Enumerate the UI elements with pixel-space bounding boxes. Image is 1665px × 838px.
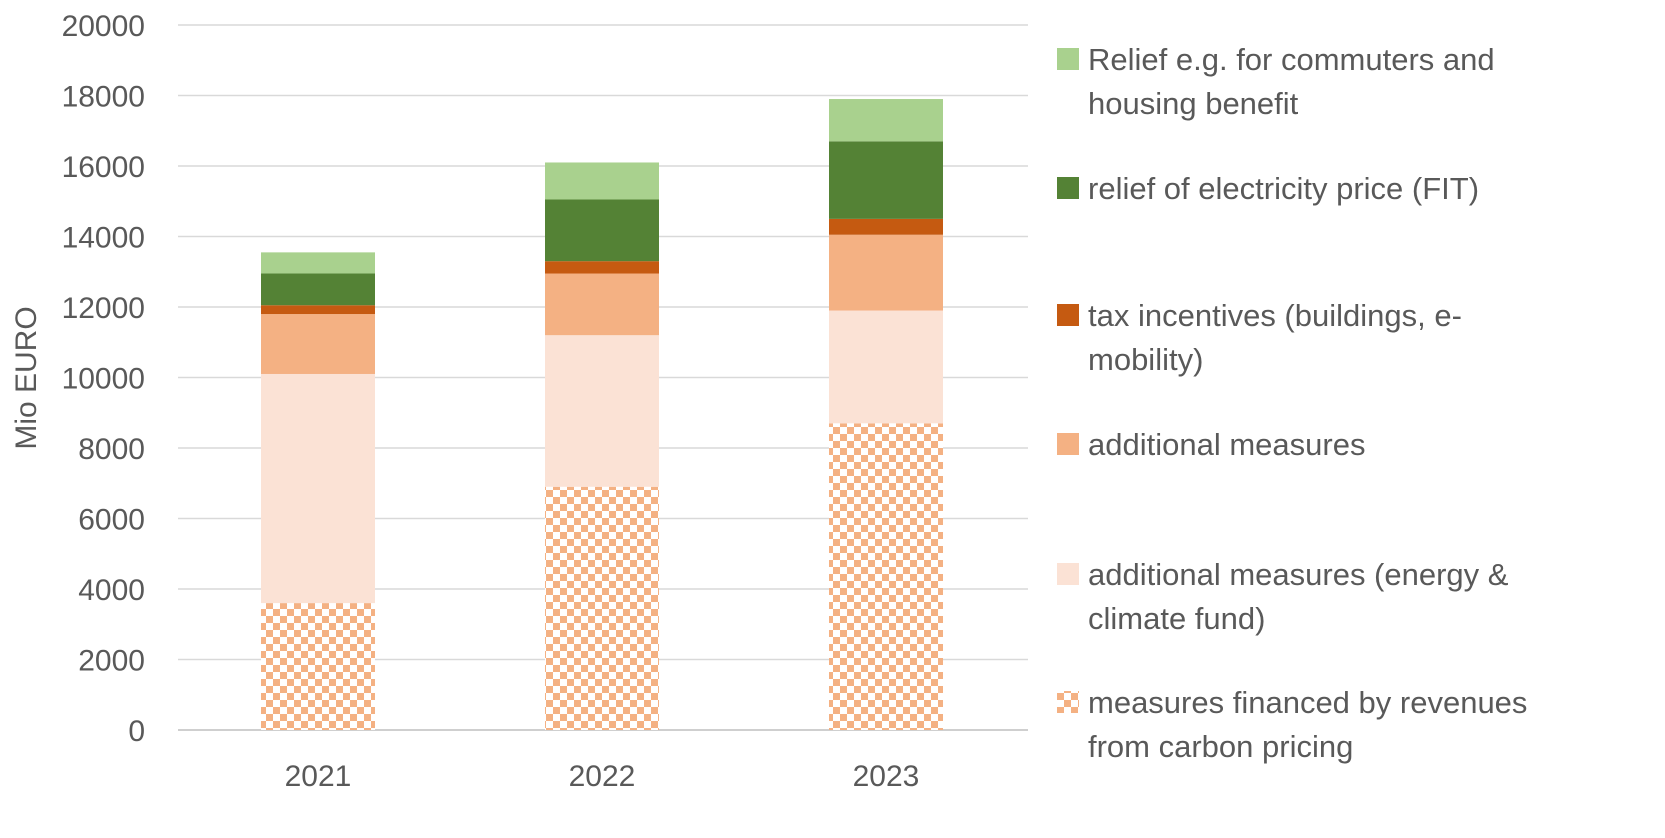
y-tick-label: 14000 — [62, 222, 145, 255]
y-tick-label: 16000 — [62, 151, 145, 184]
bars — [261, 99, 943, 730]
legend-swatch — [1057, 177, 1079, 199]
bar-segment — [829, 141, 943, 219]
y-tick-label: 0 — [128, 715, 145, 748]
bar-segment — [829, 234, 943, 311]
y-tick-label: 18000 — [62, 81, 145, 114]
bar-segment — [261, 603, 375, 730]
bar-segment — [261, 373, 375, 604]
legend-swatch — [1057, 691, 1079, 713]
legend-swatch — [1057, 304, 1079, 326]
bar-segment — [545, 486, 659, 730]
legend-label: relief of electricity price (FIT) — [1088, 171, 1479, 206]
legend-label: Relief e.g. for commuters and — [1088, 42, 1495, 77]
bar-segment — [829, 218, 943, 235]
bar-segment — [829, 423, 943, 730]
legend-label: climate fund) — [1088, 601, 1265, 636]
y-tick-label: 20000 — [62, 10, 145, 43]
legend-swatch — [1057, 48, 1079, 70]
bar-segment — [545, 261, 659, 274]
bar-segment — [545, 199, 659, 262]
legend-label: tax incentives (buildings, e- — [1088, 298, 1462, 333]
y-tick-label: 6000 — [78, 504, 145, 537]
y-axis-title: Mio EURO — [10, 306, 43, 449]
bar-segment — [261, 273, 375, 306]
x-tick-label: 2022 — [569, 760, 636, 793]
legend: Relief e.g. for commuters and housing ben… — [1057, 42, 1527, 764]
legend-swatch — [1057, 563, 1079, 585]
x-tick-label: 2021 — [285, 760, 352, 793]
legend-label: additional measures — [1088, 427, 1365, 462]
bar-segment — [545, 273, 659, 336]
bar-segment — [261, 314, 375, 374]
legend-label: mobility) — [1088, 342, 1203, 377]
bar-segment — [261, 252, 375, 274]
bar-segment — [261, 305, 375, 315]
legend-label: from carbon pricing — [1088, 729, 1353, 764]
legend-label: housing benefit — [1088, 86, 1299, 121]
legend-label: measures financed by revenues — [1088, 685, 1527, 720]
bar-segment — [829, 310, 943, 424]
y-tick-label: 8000 — [78, 433, 145, 466]
y-tick-label: 2000 — [78, 645, 145, 678]
y-tick-label: 12000 — [62, 292, 145, 325]
x-tick-label: 2023 — [853, 760, 920, 793]
y-axis-ticks: 0 2000 4000 6000 8000 10000 12000 14000 16000 180… — [62, 10, 145, 748]
bar-segment — [545, 162, 659, 200]
y-tick-label: 10000 — [62, 363, 145, 396]
bar-segment — [545, 335, 659, 487]
legend-swatch — [1057, 433, 1079, 455]
legend-label: additional measures (energy & — [1088, 557, 1509, 592]
bar-segment — [829, 99, 943, 142]
x-axis-ticks: 2021 2022 2023 — [285, 760, 920, 793]
y-tick-label: 4000 — [78, 574, 145, 607]
